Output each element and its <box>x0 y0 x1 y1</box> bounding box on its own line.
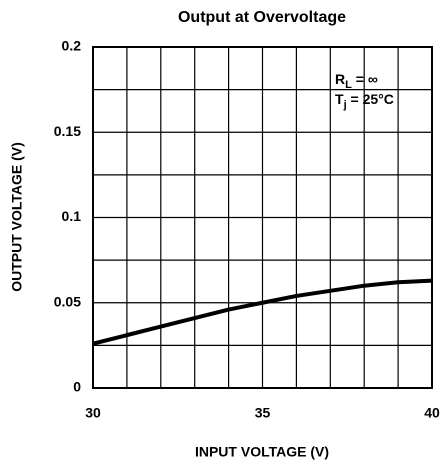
annotation: Tj = 25°C <box>335 91 394 111</box>
x-tick-label: 35 <box>255 405 271 421</box>
annotation: RL = ∞ <box>335 71 378 91</box>
chart-title: Output at Overvoltage <box>178 9 346 26</box>
y-tick-label: 0.1 <box>62 208 82 224</box>
x-axis-title: INPUT VOLTAGE (V) <box>195 444 329 460</box>
annotation-part: j <box>343 99 347 111</box>
annotation-part: = ∞ <box>352 71 378 87</box>
y-tick-label: 0.15 <box>54 123 81 139</box>
x-tick-label: 30 <box>85 405 101 421</box>
annotation-part: R <box>335 71 345 87</box>
y-tick-label: 0.2 <box>62 38 82 54</box>
y-tick-label: 0 <box>73 379 81 395</box>
annotation-part: = 25°C <box>347 91 394 107</box>
line <box>92 278 433 346</box>
annotation-part: T <box>335 91 344 107</box>
x-tick-label: 40 <box>424 405 440 421</box>
plot-frame <box>92 46 433 389</box>
y-tick-label: 0.05 <box>54 293 81 309</box>
y-axis-title: OUTPUT VOLTAGE (V) <box>9 142 25 292</box>
annotation-part: L <box>345 79 352 91</box>
